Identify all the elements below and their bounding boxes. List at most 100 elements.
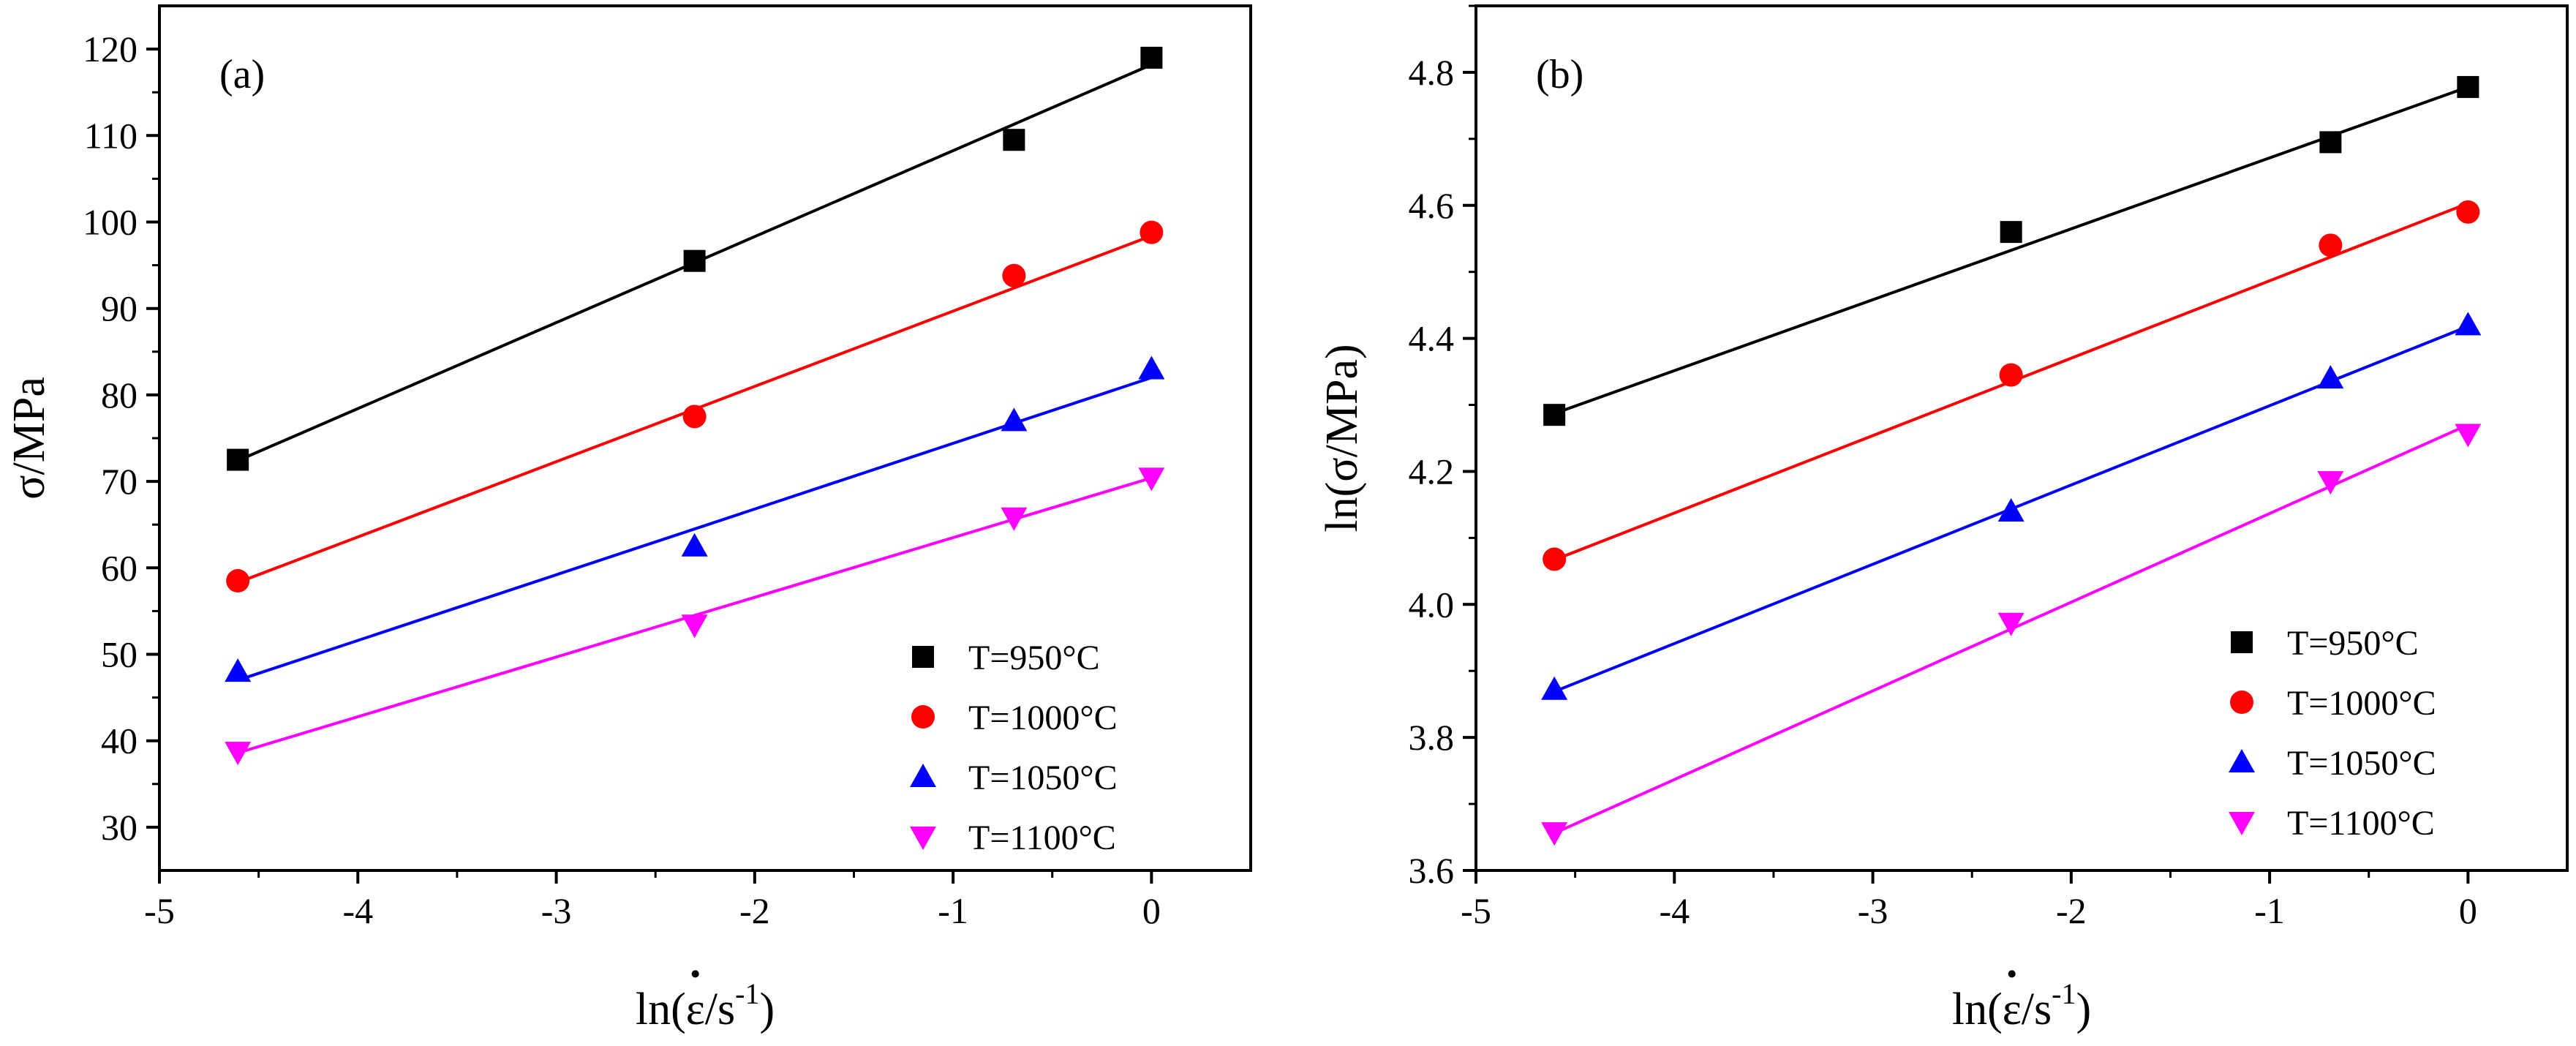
y-tick-label: 4.2 — [1409, 451, 1455, 492]
data-point — [1001, 407, 1028, 432]
data-point — [2457, 75, 2479, 98]
data-point — [1003, 129, 1025, 151]
legend-label: T=1100°C — [2287, 804, 2435, 843]
plot-frame — [158, 4, 1252, 872]
legend-label: T=1050°C — [2287, 744, 2436, 783]
data-point — [2000, 221, 2022, 244]
x-tick-label: 0 — [1142, 890, 1161, 931]
y-tick-label: 80 — [101, 375, 138, 415]
panel-label: (a) — [219, 52, 265, 97]
x-axis-title-dot: · — [2004, 949, 2019, 999]
x-axis-title-mid: /s — [705, 985, 735, 1034]
x-tick-label: -3 — [541, 890, 572, 931]
y-tick-label: 3.6 — [1409, 850, 1455, 891]
data-point — [1543, 547, 1567, 571]
x-axis-title: ln(ε/s-1) — [636, 977, 775, 1034]
data-point — [2317, 471, 2344, 495]
y-tick-label: 70 — [101, 461, 138, 502]
x-tick-label: -5 — [144, 890, 175, 931]
data-point — [226, 569, 250, 593]
data-point — [682, 405, 707, 429]
data-point — [2319, 131, 2342, 154]
plot-frame — [1475, 4, 2569, 872]
y-tick-label: 50 — [101, 634, 138, 675]
data-point — [681, 533, 708, 557]
x-axis-title-sup: -1 — [2052, 977, 2076, 1010]
y-tick-label: 3.8 — [1409, 717, 1455, 758]
data-point — [681, 614, 708, 639]
fit-line — [1553, 86, 2469, 415]
legend-marker — [2231, 631, 2253, 653]
data-point — [2317, 365, 2344, 389]
x-axis-title-suffix: ) — [2076, 985, 2091, 1034]
data-point — [1138, 355, 1165, 380]
x-tick-label: -4 — [1659, 890, 1690, 931]
y-axis-title: σ/MPa — [4, 377, 54, 500]
legend-label: T=950°C — [968, 639, 1100, 677]
chart-panel-b: -5 -4 -3 -2 -1 03.63.84.04.24.44.64.8ln(ε/s-1… — [1317, 4, 2569, 1034]
y-tick-label: 30 — [101, 807, 138, 848]
x-tick-label: -1 — [2254, 890, 2285, 931]
x-axis-title-mid: /s — [2022, 985, 2052, 1034]
y-tick-label: 120 — [83, 29, 138, 69]
x-tick-label: -1 — [938, 890, 968, 931]
data-point — [1001, 507, 1028, 531]
x-axis-title-sup: -1 — [735, 977, 759, 1010]
x-axis-title-dot: · — [688, 949, 703, 999]
x-axis-title-epsilon: ε — [686, 985, 705, 1034]
legend-marker — [910, 764, 936, 787]
data-point — [1541, 676, 1568, 700]
y-tick-label: 100 — [83, 202, 138, 243]
x-tick-label: -2 — [739, 890, 770, 931]
legend-label: T=1000°C — [968, 699, 1118, 737]
legend-marker — [2229, 749, 2255, 772]
fit-line — [237, 376, 1152, 682]
x-tick-label: -4 — [342, 890, 373, 931]
y-tick-label: 4.0 — [1409, 584, 1455, 625]
y-tick-label: 110 — [84, 115, 138, 156]
x-tick-label: -2 — [2056, 890, 2087, 931]
legend-marker — [2229, 812, 2255, 835]
y-tick-label: 4.4 — [1409, 318, 1455, 359]
data-point — [1138, 467, 1165, 492]
data-point — [227, 448, 249, 471]
data-point — [1140, 220, 1164, 244]
data-point — [2455, 424, 2482, 448]
y-tick-label: 60 — [101, 547, 138, 588]
x-axis-title: ln(ε/s-1) — [1952, 977, 2091, 1034]
data-point — [2455, 312, 2482, 336]
x-tick-label: -3 — [1858, 890, 1888, 931]
y-axis-title: ln(σ/MPa) — [1317, 344, 1367, 532]
panel-label: (b) — [1536, 52, 1583, 97]
x-axis-title-prefix: ln( — [1952, 985, 2003, 1034]
data-point — [1543, 404, 1566, 426]
y-tick-label: 40 — [101, 720, 138, 761]
legend-label: T=1000°C — [2287, 684, 2436, 723]
data-point — [1002, 263, 1026, 287]
y-tick-label: 4.8 — [1409, 52, 1455, 93]
data-point — [1541, 822, 1568, 846]
x-tick-label: 0 — [2459, 890, 2477, 931]
data-point — [1997, 498, 2025, 522]
data-point — [1140, 46, 1163, 69]
legend-marker — [911, 705, 935, 729]
data-point — [2456, 200, 2480, 224]
data-point — [2319, 233, 2343, 257]
legend-label: T=1050°C — [968, 759, 1118, 797]
y-tick-label: 4.6 — [1409, 185, 1455, 226]
data-point — [1999, 363, 2023, 387]
x-axis-title-epsilon: ε — [2003, 985, 2022, 1034]
x-tick-label: -5 — [1461, 890, 1491, 931]
legend-marker — [2230, 691, 2253, 714]
data-point — [225, 658, 252, 682]
y-tick-label: 90 — [101, 288, 138, 329]
x-axis-title-suffix: ) — [759, 985, 775, 1034]
data-point — [683, 249, 706, 272]
legend-marker — [910, 827, 936, 850]
legend-marker — [912, 646, 934, 668]
x-axis-title-prefix: ln( — [636, 985, 686, 1034]
legend-label: T=1100°C — [968, 819, 1116, 857]
data-point — [225, 742, 252, 766]
data-point — [1997, 612, 2025, 636]
